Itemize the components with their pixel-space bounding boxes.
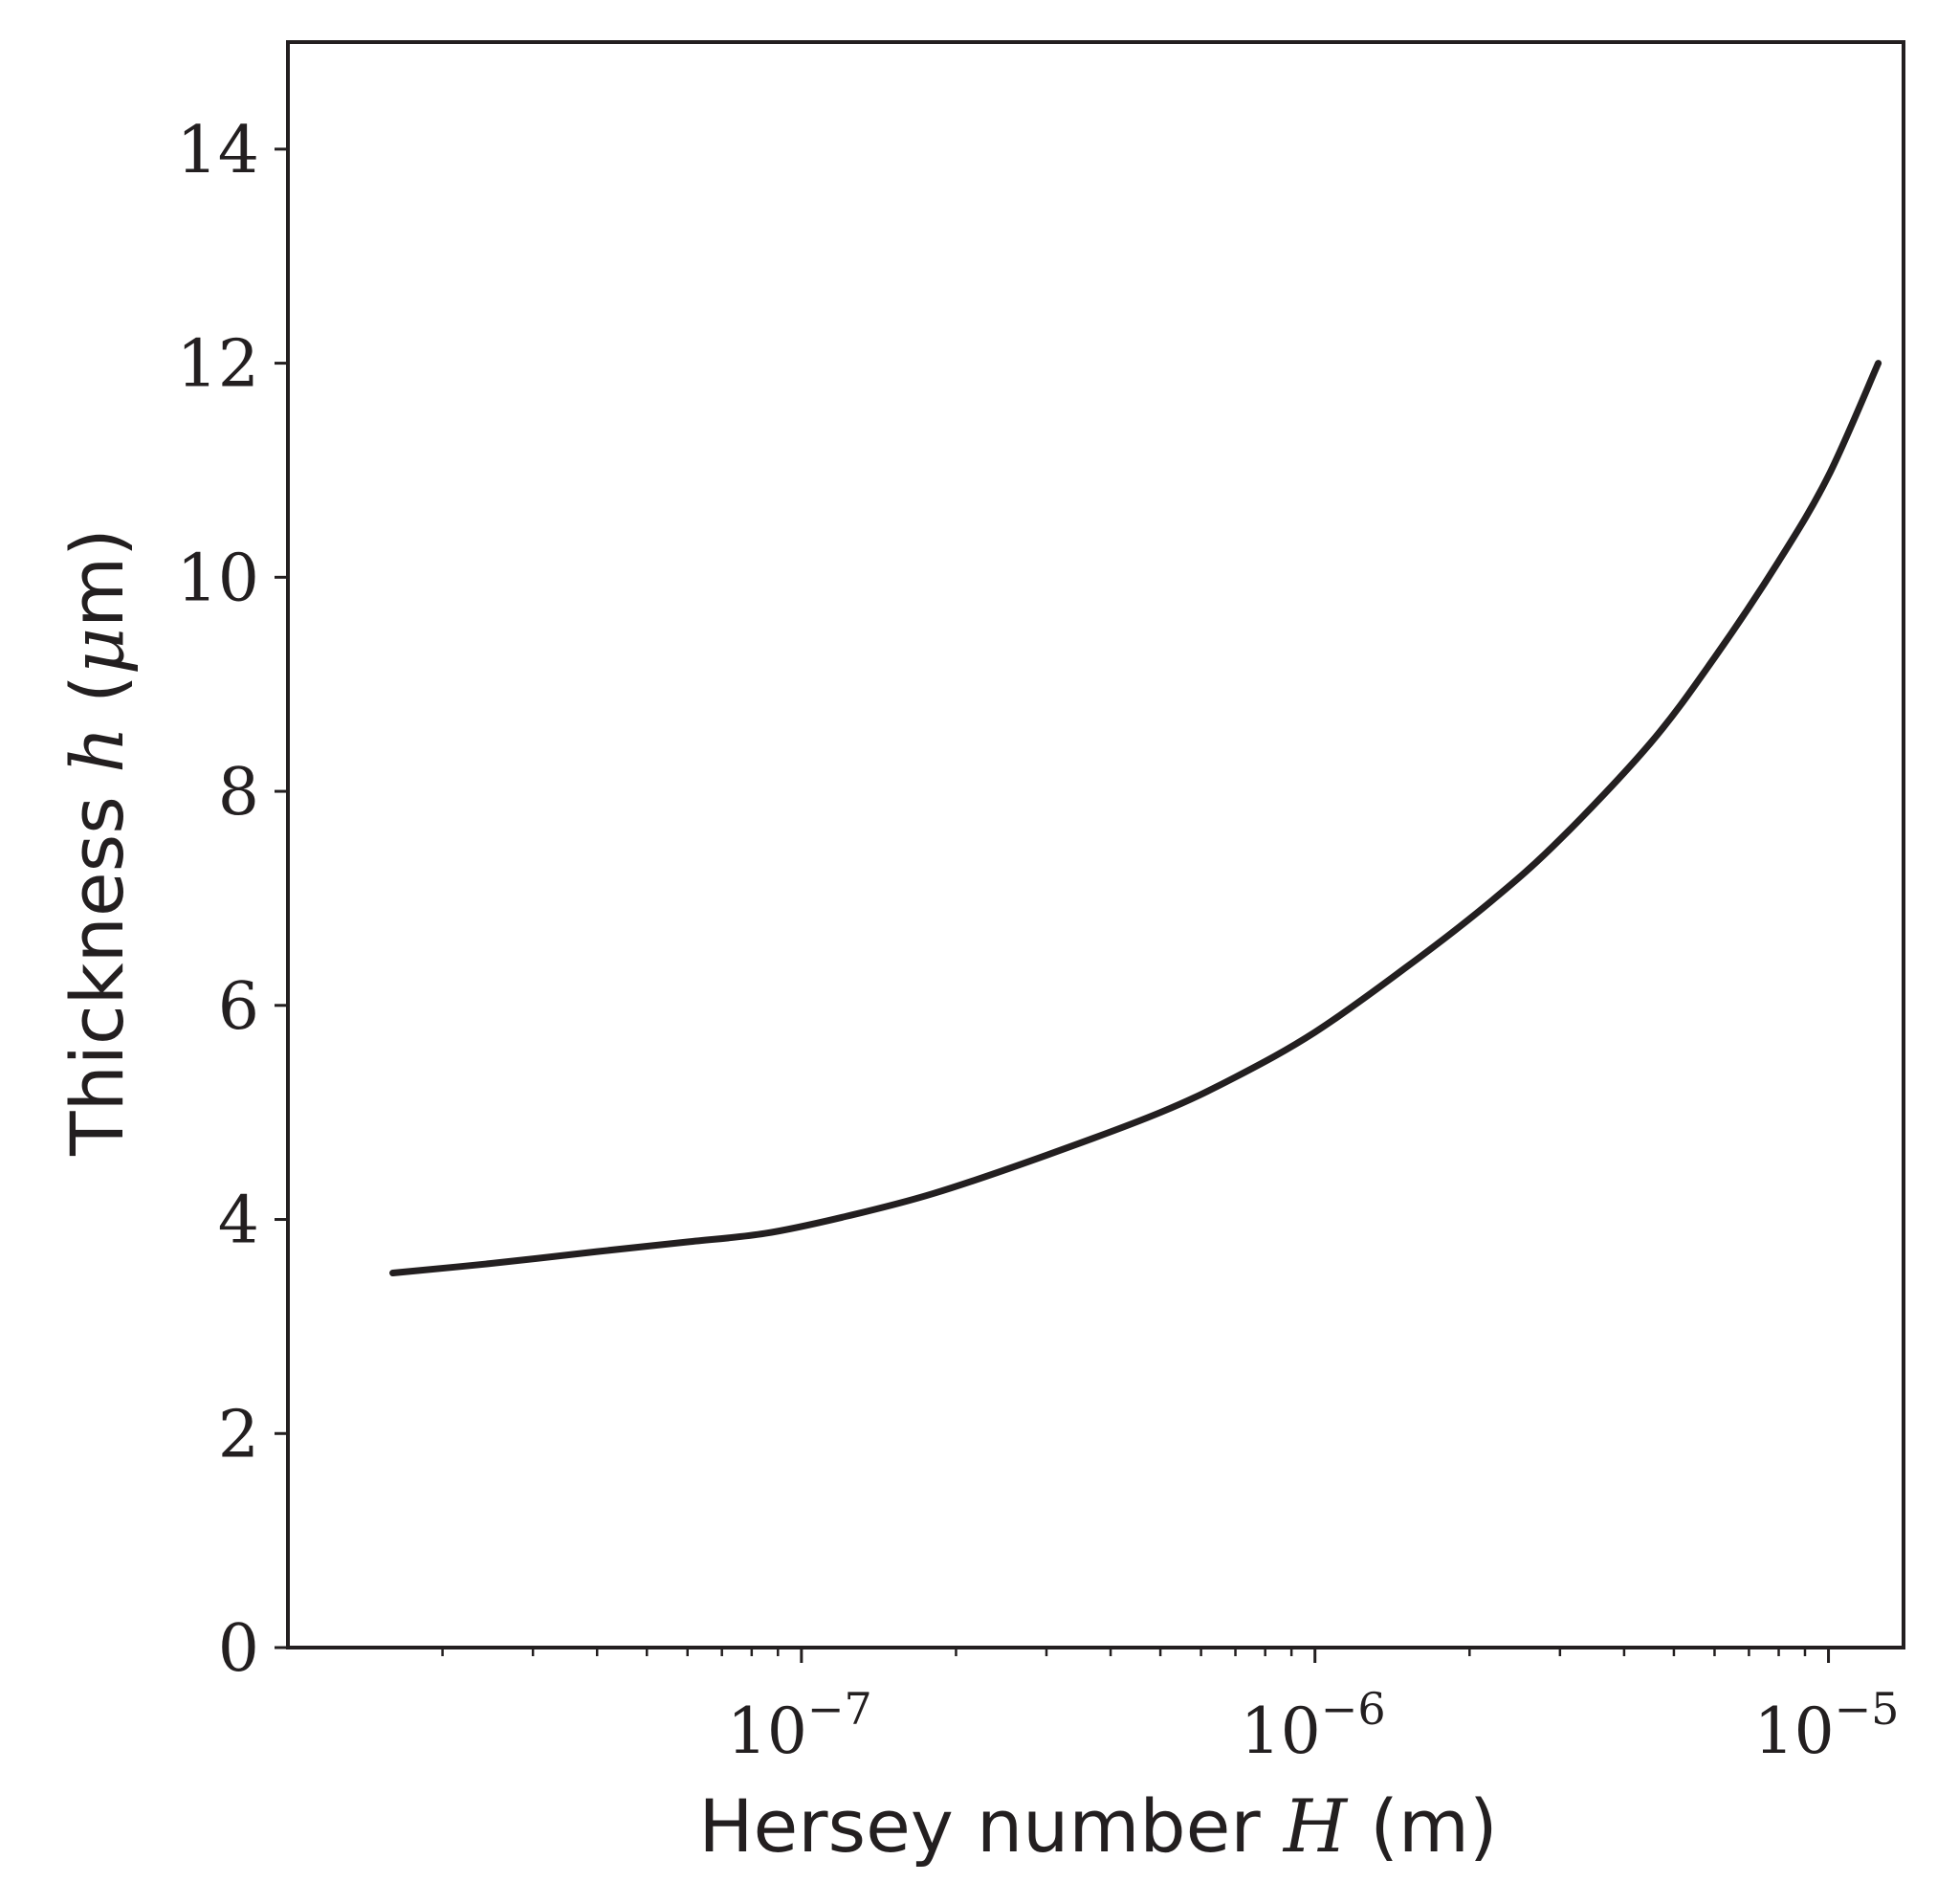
y-axis-title-unit-symbol: μ	[55, 628, 140, 675]
y-tick-label: 12	[176, 327, 259, 403]
y-axis-title-unit-rest: m)	[55, 528, 140, 628]
y-axis-title: Thickness h (μm)	[55, 528, 140, 1157]
x-axis-title-prefix: Hersey number	[698, 1783, 1261, 1869]
y-tick-label: 10	[176, 541, 259, 616]
y-axis-title-symbol: h	[55, 726, 140, 773]
x-tick-label: 10−6	[1241, 1683, 1386, 1768]
y-tick-label: 14	[176, 113, 259, 188]
x-tick-label: 10−5	[1754, 1683, 1900, 1768]
y-tick-label: 0	[218, 1611, 259, 1687]
plot-frame	[286, 40, 1905, 1649]
x-axis-title-suffix: (m)	[1370, 1783, 1497, 1869]
y-tick-label: 8	[218, 755, 259, 830]
y-axis-title-open: (	[55, 675, 140, 703]
x-axis-title: Hersey number H (m)	[698, 1783, 1497, 1869]
y-tick-label: 2	[218, 1397, 259, 1472]
y-axis-title-prefix: Thickness	[55, 796, 140, 1157]
series-line	[389, 360, 1882, 1276]
y-tick-label: 4	[218, 1184, 259, 1259]
x-tick-label: 10−7	[727, 1683, 872, 1768]
x-axis-title-symbol: H	[1282, 1783, 1349, 1869]
ticks-layer: 0 2 4 6 8 10 12 14 10−7 10−6 10−5	[176, 113, 1899, 1768]
y-tick-label: 6	[218, 969, 259, 1045]
